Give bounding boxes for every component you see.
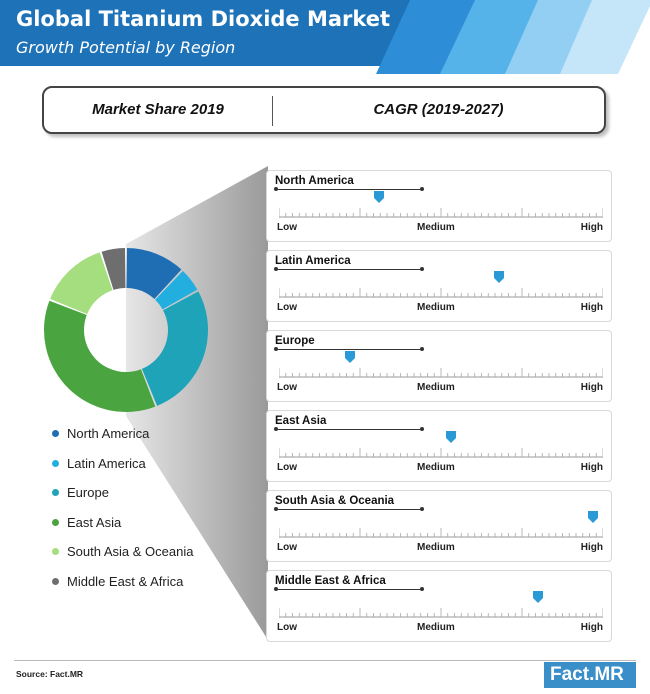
scale-label-medium: Medium <box>417 462 455 473</box>
cagr-marker <box>445 431 456 443</box>
cagr-scale <box>279 288 603 298</box>
scale-label-low: Low <box>277 542 297 553</box>
source-note: Source: Fact.MR <box>16 669 84 679</box>
region-name: Latin America <box>275 255 351 267</box>
legend-swatch <box>52 489 59 496</box>
section-label-box: Market Share 2019 CAGR (2019-2027) <box>42 86 606 134</box>
legend-label: North America <box>67 426 150 441</box>
scale-label-low: Low <box>277 222 297 233</box>
region-name: East Asia <box>275 415 327 427</box>
scale-label-high: High <box>580 382 603 393</box>
cagr-marker <box>374 191 385 203</box>
scale-label-high: High <box>580 622 603 633</box>
cagr-marker <box>588 511 599 523</box>
region-underline <box>274 507 424 511</box>
region-card: North America Low Medium High <box>266 170 612 242</box>
scale-label-low: Low <box>277 382 297 393</box>
region-card: Europe Low Medium High <box>266 330 612 402</box>
legend-label: Europe <box>67 485 109 500</box>
region-underline <box>274 427 424 431</box>
cagr-scale <box>279 608 603 618</box>
scale-label-high: High <box>580 462 603 473</box>
chart-title: Global Titanium Dioxide Market <box>16 7 391 31</box>
header-banner <box>0 0 650 74</box>
scale-label-low: Low <box>277 302 297 313</box>
cagr-scale <box>279 208 603 218</box>
cagr-label: CAGR (2019-2027) <box>373 101 504 118</box>
donut-slice-europe <box>141 291 208 406</box>
legend-swatch <box>52 430 59 437</box>
cagr-scale <box>279 368 603 378</box>
scale-label-medium: Medium <box>417 622 455 633</box>
region-card: East Asia Low Medium High <box>266 410 612 482</box>
legend-swatch <box>52 518 59 526</box>
region-name: Middle East & Africa <box>275 575 386 587</box>
legend-label: South Asia & Oceania <box>67 544 194 559</box>
scale-label-high: High <box>580 302 603 313</box>
cagr-marker <box>533 591 544 603</box>
region-underline <box>274 267 424 271</box>
region-name: South Asia & Oceania <box>275 495 395 507</box>
donut-slice-east-asia <box>44 300 156 412</box>
donut-slice-latin-america <box>155 270 198 310</box>
scale-label-medium: Medium <box>417 542 455 553</box>
label-divider <box>272 96 273 126</box>
scale-label-high: High <box>580 542 603 553</box>
donut-slice-middle-east-africa <box>101 248 126 290</box>
scale-label-low: Low <box>277 622 297 633</box>
region-card: South Asia & Oceania Low Medium High <box>266 490 612 562</box>
footer-divider <box>14 660 636 661</box>
scale-label-low: Low <box>277 462 297 473</box>
legend-swatch <box>52 548 59 555</box>
region-name: North America <box>275 175 354 187</box>
donut-slice-south-asia-oceania <box>50 252 113 315</box>
cagr-scale <box>279 528 603 538</box>
region-underline <box>274 587 424 591</box>
donut-slice-north-america <box>126 248 182 300</box>
scale-label-medium: Medium <box>417 382 455 393</box>
market-share-label: Market Share 2019 <box>92 101 224 118</box>
scale-label-medium: Medium <box>417 222 455 233</box>
cagr-marker <box>494 271 505 283</box>
brand-logo-text: Fact.MR <box>550 664 624 685</box>
scale-label-medium: Medium <box>417 302 455 313</box>
legend-swatch <box>52 577 59 585</box>
cagr-scale <box>279 448 603 458</box>
region-card: Middle East & Africa Low Medium High <box>266 570 612 642</box>
brand-logo: Fact.MR <box>544 662 636 688</box>
region-underline <box>274 187 424 191</box>
chart-subtitle: Growth Potential by Region <box>16 38 236 57</box>
legend-swatch <box>52 459 59 467</box>
legend-label: East Asia <box>67 514 122 530</box>
legend-label: Middle East & Africa <box>67 573 184 589</box>
scale-label-high: High <box>580 222 603 233</box>
cagr-marker <box>345 351 356 363</box>
legend-label: Latin America <box>67 455 146 471</box>
region-underline <box>274 347 424 351</box>
region-card: Latin America Low Medium High <box>266 250 612 322</box>
market-share-donut <box>44 248 208 412</box>
region-name: Europe <box>275 335 315 347</box>
